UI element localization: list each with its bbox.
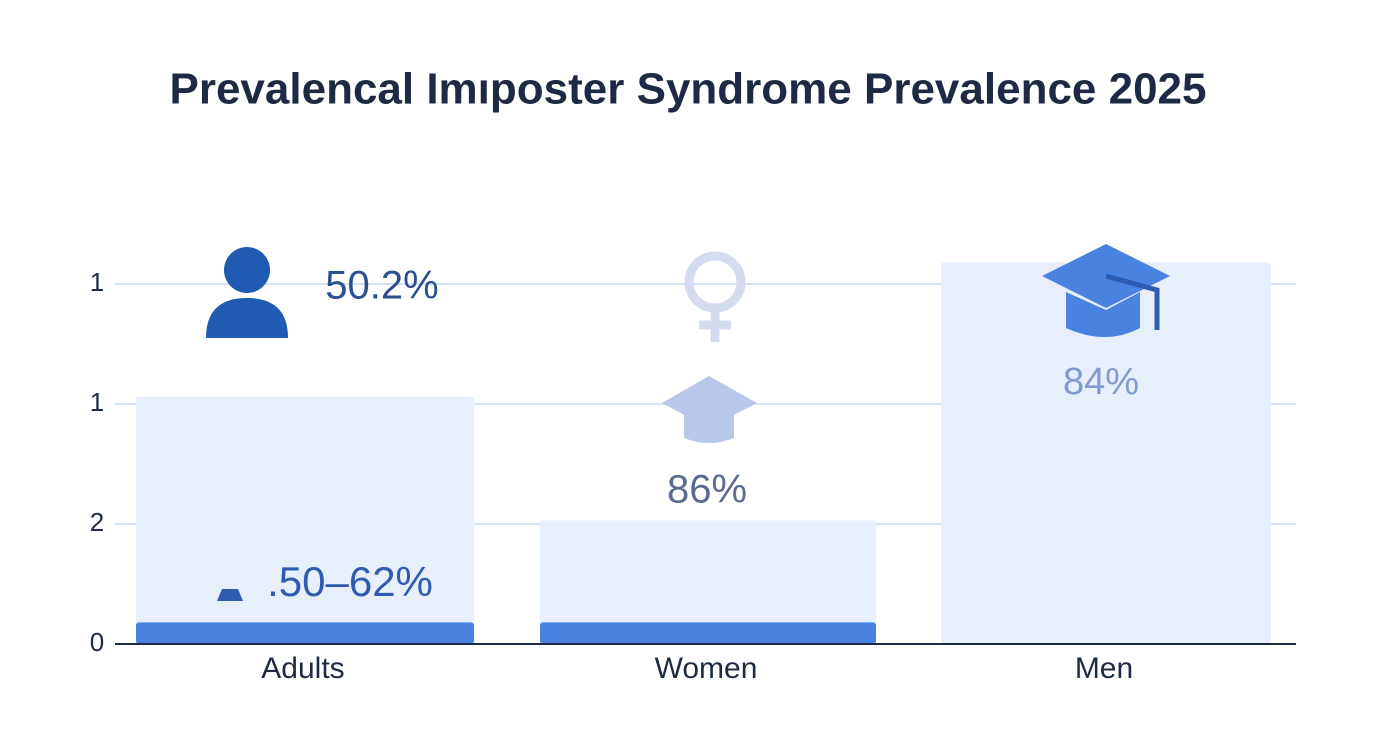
y-tick-label: 1	[90, 387, 104, 417]
person-icon-head	[224, 247, 270, 293]
x-tick-label: Women	[655, 652, 758, 685]
bar	[540, 622, 876, 644]
bar	[136, 622, 474, 644]
cap-icon-base	[684, 414, 734, 443]
cap-icon-base	[1066, 292, 1140, 337]
bar	[941, 262, 1271, 644]
person-icon-body	[206, 298, 288, 338]
bar	[540, 520, 876, 644]
x-tick-label: Men	[1075, 652, 1133, 685]
x-tick-label: Adults	[261, 652, 344, 685]
labels: Adults Women Men 50.2% .50–62% 86% 84%	[261, 264, 1139, 685]
annotation: 84%	[1063, 361, 1139, 403]
small-icon	[217, 589, 243, 601]
cap-tassel	[1105, 273, 1160, 330]
y-tick-label: 1	[90, 267, 104, 297]
bar	[136, 396, 474, 644]
bars	[115, 262, 1296, 645]
annotation: .50–62%	[267, 558, 433, 605]
annotation: 50.2%	[325, 264, 438, 308]
annotation: 86%	[667, 468, 747, 512]
icons	[206, 244, 1170, 601]
female-icon-cross	[699, 308, 731, 342]
y-tick-label: 2	[90, 507, 104, 537]
y-tick-label: 0	[90, 627, 104, 657]
chart-title: Prevalencal Imıposter Syndrome Prevalenc…	[169, 65, 1206, 114]
